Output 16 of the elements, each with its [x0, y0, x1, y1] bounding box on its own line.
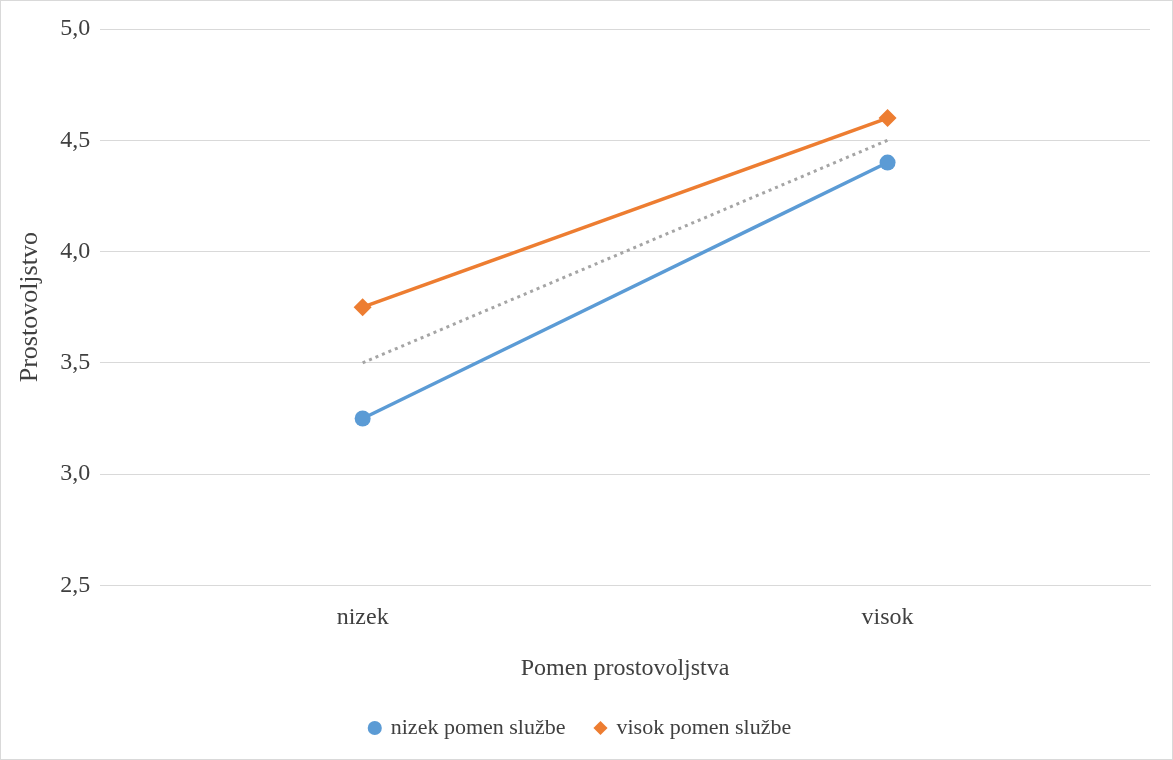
x-axis-title: Pomen prostovoljstva — [520, 653, 730, 680]
y-tick-label: 4,5 — [60, 125, 91, 152]
legend-label: visok pomen službe — [616, 713, 792, 739]
y-tick-label: 2,5 — [60, 570, 91, 597]
point — [353, 298, 372, 317]
y-tick-label: 3,0 — [60, 459, 91, 486]
y-tick-label: 3,5 — [60, 348, 91, 375]
legend-label: nizek pomen službe — [390, 713, 566, 739]
x-tick-label: nizek — [336, 603, 389, 630]
y-tick-label: 5,0 — [60, 14, 91, 41]
y-tick-label: 4,0 — [60, 236, 91, 263]
x-tick-label: visok — [861, 603, 914, 630]
point — [878, 109, 897, 128]
point — [879, 154, 896, 171]
point — [354, 410, 371, 427]
y-axis-title: Prostovoljstvo — [14, 232, 44, 383]
